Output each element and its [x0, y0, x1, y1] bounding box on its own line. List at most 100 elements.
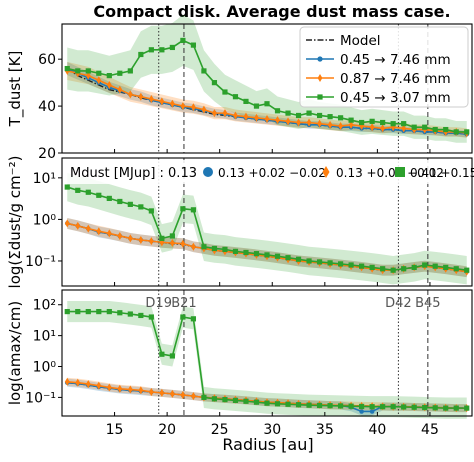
- panel-frame: [61, 23, 473, 154]
- square-marker: [222, 89, 228, 95]
- diamond-marker: [96, 76, 102, 85]
- square-marker: [253, 103, 260, 109]
- diamond-marker: [380, 124, 386, 133]
- y-tick-label: 10⁻¹: [25, 254, 56, 270]
- square-marker: [201, 244, 207, 250]
- square-marker: [169, 44, 175, 51]
- y-tick-label: 10⁰: [33, 212, 57, 228]
- square-marker: [316, 112, 323, 119]
- square-marker: [253, 399, 260, 405]
- diamond-marker: [401, 124, 407, 133]
- square-marker: [380, 404, 386, 410]
- uncertainty-band-1: [67, 218, 467, 278]
- square-marker: [422, 404, 428, 411]
- square-marker: [243, 398, 249, 404]
- square-marker: [380, 119, 386, 126]
- square-marker: [295, 112, 302, 119]
- mass-entry: 0.13 +0.02 −0.02: [218, 166, 326, 180]
- square-marker: [348, 262, 354, 268]
- square-marker: [295, 256, 302, 262]
- square-marker: [232, 94, 239, 100]
- square-marker: [190, 42, 197, 48]
- uncertainty-band-2: [67, 218, 467, 278]
- square-marker: [369, 118, 375, 124]
- diamond-marker: [85, 71, 91, 80]
- square-marker: [201, 68, 207, 74]
- panel-frame: [61, 289, 473, 417]
- diamond-marker: [117, 85, 123, 94]
- square-marker: [159, 47, 165, 53]
- square-marker: [138, 204, 144, 210]
- legend-diamond: [317, 74, 323, 82]
- diamond-marker: [127, 90, 133, 99]
- diamond-marker: [275, 116, 280, 125]
- y-axis-label: log(amax/cm): [6, 301, 24, 405]
- x-tick-label: 40: [368, 422, 386, 438]
- square-marker: [264, 252, 270, 258]
- square-marker: [390, 404, 396, 410]
- square-marker: [264, 101, 270, 107]
- square-marker: [316, 259, 323, 265]
- square-marker: [117, 310, 123, 316]
- square-marker: [422, 124, 428, 130]
- diamond-marker: [117, 384, 123, 393]
- diamond-marker: [369, 123, 375, 132]
- diamond-marker: [64, 377, 70, 386]
- square-marker: [348, 403, 354, 409]
- square-marker: [348, 117, 354, 123]
- diamond-marker: [264, 114, 270, 123]
- square-marker: [337, 261, 344, 267]
- square-marker: [464, 267, 470, 273]
- square-marker: [411, 124, 417, 130]
- x-tick-label: 20: [158, 422, 176, 438]
- y-axis-label: log(Σdust/g cm⁻²): [6, 156, 24, 289]
- square-marker: [453, 405, 459, 411]
- diamond-marker: [117, 231, 123, 240]
- x-tick-label: 15: [106, 422, 124, 438]
- panel-frame: [61, 157, 473, 287]
- diamond-marker: [191, 392, 196, 401]
- square-marker: [64, 184, 70, 190]
- square-marker: [222, 246, 228, 252]
- diamond-marker: [254, 113, 259, 122]
- square-marker: [211, 245, 218, 252]
- square-marker: [106, 73, 112, 79]
- square-marker: [359, 263, 365, 269]
- square-marker: [464, 129, 470, 135]
- square-marker: [432, 405, 438, 411]
- diamond-marker: [296, 118, 301, 127]
- annotation-label: D19: [145, 296, 172, 311]
- square-marker: [327, 114, 333, 120]
- square-marker: [327, 403, 333, 409]
- diamond-marker: [138, 235, 144, 244]
- x-tick-label: 30: [263, 422, 281, 438]
- diamond-marker: [75, 378, 81, 387]
- square-marker: [75, 308, 81, 315]
- annotation-label: D42: [385, 296, 412, 311]
- mass-entry: 0.41 +0.15 −0.16: [410, 166, 474, 180]
- square-marker: [117, 198, 123, 205]
- legend-entry: Model: [340, 33, 381, 49]
- square-marker: [306, 110, 312, 116]
- diamond-marker: [212, 109, 217, 118]
- y-tick-label: 10²: [33, 298, 56, 314]
- square-marker: [295, 402, 302, 408]
- circle-marker: [359, 409, 364, 414]
- square-marker: [443, 405, 449, 411]
- square-marker: [390, 121, 396, 127]
- square-marker: [169, 233, 175, 239]
- square-marker: [390, 267, 396, 273]
- annotation-label: B21: [171, 296, 196, 311]
- y-tick-label: 40: [38, 99, 56, 115]
- diamond-marker: [180, 390, 186, 399]
- legend-entry: 0.45 → 3.07 mm: [340, 90, 451, 106]
- square-marker: [232, 248, 239, 254]
- square-marker: [401, 266, 407, 272]
- square-marker: [306, 402, 312, 408]
- mass-label: Mdust [MJup] : 0.13: [70, 166, 197, 181]
- square-marker: [422, 262, 428, 268]
- square-marker: [96, 308, 102, 315]
- square-marker: [264, 400, 270, 406]
